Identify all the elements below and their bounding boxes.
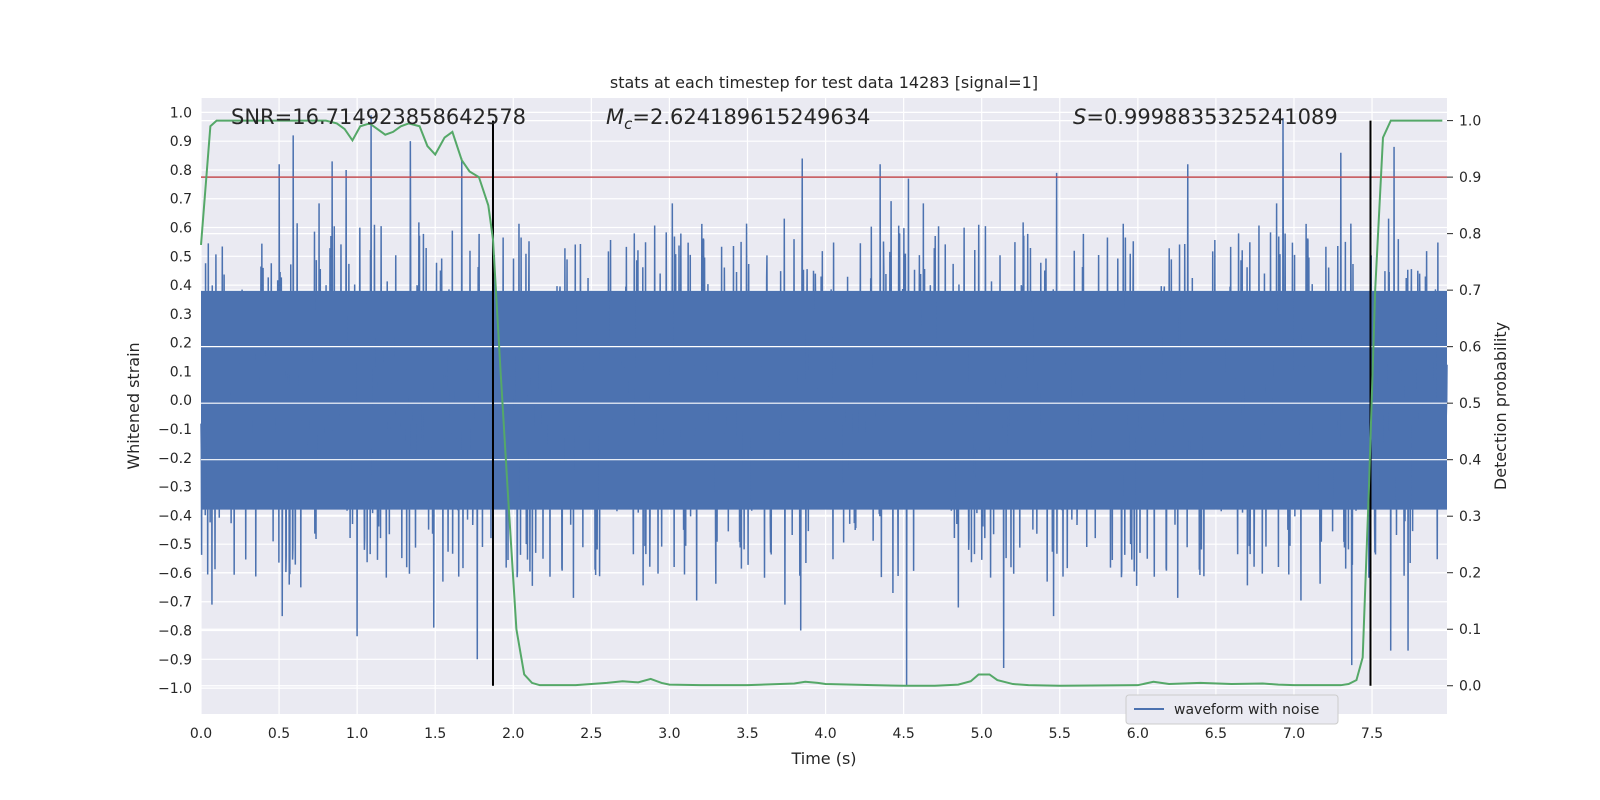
y-left-tick-label: 0.9 xyxy=(170,134,192,150)
x-tick-label: 6.0 xyxy=(1127,726,1149,742)
y-left-tick-label: 0.6 xyxy=(170,221,192,237)
x-tick-label: 3.0 xyxy=(658,726,680,742)
waveform-line xyxy=(200,115,1448,686)
y-right-tick-label: 1.0 xyxy=(1459,114,1481,130)
legend: waveform with noise xyxy=(1125,694,1339,725)
detection-probability-line xyxy=(200,119,1443,687)
s-annotation: S=0.9998835325241089 xyxy=(1073,105,1338,129)
y-axis-right-label: Detection probability xyxy=(1491,322,1510,490)
x-tick-label: 1.5 xyxy=(424,726,446,742)
y-left-tick-label: −0.7 xyxy=(158,595,192,611)
y-right-tick-label: 0.9 xyxy=(1459,170,1481,186)
y-right-tick-label: 0.6 xyxy=(1459,340,1481,356)
y-right-tick-label: 0.3 xyxy=(1459,509,1481,525)
x-tick-label: 4.0 xyxy=(814,726,836,742)
y-axis-right-ticks: 1.0 0.9 0.8 0.7 0.6 0.5 0.4 0.3 0.2 0.1 0.0 xyxy=(1447,114,1481,695)
y-left-tick-label: 0.4 xyxy=(170,278,192,294)
y-axis-left-label: Whitened strain xyxy=(124,342,143,469)
y-left-tick-label: −0.5 xyxy=(158,537,192,553)
x-axis-label: Time (s) xyxy=(790,749,856,768)
y-left-tick-label: 0.7 xyxy=(170,192,192,208)
y-axis-left-ticks: 1.0 0.9 0.8 0.7 0.6 0.5 0.4 0.3 0.2 0.1 0.0 −0.1 −0.… xyxy=(158,105,192,697)
s-symbol: S xyxy=(1073,105,1086,129)
x-tick-label: 6.5 xyxy=(1205,726,1227,742)
overlays xyxy=(200,119,1447,687)
x-tick-label: 1.0 xyxy=(346,726,368,742)
x-tick-label: 2.0 xyxy=(502,726,524,742)
x-tick-label: 5.0 xyxy=(971,726,993,742)
x-tick-label: 0.0 xyxy=(190,726,212,742)
y-left-tick-label: −0.6 xyxy=(158,566,192,582)
x-tick-label: 7.5 xyxy=(1361,726,1383,742)
y-left-tick-label: −1.0 xyxy=(158,681,192,697)
x-tick-label: 7.0 xyxy=(1283,726,1305,742)
y-right-tick-label: 0.1 xyxy=(1459,622,1481,638)
legend-box xyxy=(1125,694,1339,725)
y-right-tick-label: 0.2 xyxy=(1459,566,1481,582)
y-left-tick-label: −0.9 xyxy=(158,652,192,668)
y-right-tick-label: 0.8 xyxy=(1459,227,1481,243)
y-left-tick-label: 0.8 xyxy=(170,163,192,179)
legend-waveform-label: waveform with noise xyxy=(1174,702,1319,718)
chart-title: stats at each timestep for test data 142… xyxy=(610,73,1038,92)
x-tick-label: 0.5 xyxy=(268,726,290,742)
y-left-tick-label: −0.4 xyxy=(158,508,192,524)
y-left-tick-label: −0.1 xyxy=(158,422,192,438)
mc-symbol: M xyxy=(606,105,624,129)
y-right-tick-label: 0.7 xyxy=(1459,283,1481,299)
waveform-series xyxy=(200,115,1448,686)
y-right-tick-label: 0.5 xyxy=(1459,396,1481,412)
x-tick-label: 5.5 xyxy=(1049,726,1071,742)
y-left-tick-label: 0.5 xyxy=(170,249,192,265)
y-right-tick-label: 0.0 xyxy=(1459,679,1481,695)
snr-annotation: SNR=16.714923858642578 xyxy=(231,105,526,129)
y-left-tick-label: 1.0 xyxy=(170,105,192,121)
y-left-tick-label: 0.1 xyxy=(170,364,192,380)
mc-value: =2.624189615249634 xyxy=(632,105,870,129)
y-left-tick-label: 0.0 xyxy=(170,393,192,409)
y-left-tick-label: 0.3 xyxy=(170,307,192,323)
mc-subscript: c xyxy=(624,115,633,133)
y-left-tick-label: −0.3 xyxy=(158,480,192,496)
x-axis-ticks: 0.0 0.5 1.0 1.5 2.0 2.5 3.0 3.5 4.0 4.5 5.0 5.5 6.0 6… xyxy=(190,726,1383,742)
y-right-tick-label: 0.4 xyxy=(1459,453,1481,469)
x-tick-label: 3.5 xyxy=(736,726,758,742)
y-left-tick-label: 0.2 xyxy=(170,336,192,352)
s-value: =0.9998835325241089 xyxy=(1086,105,1337,129)
y-left-tick-label: −0.8 xyxy=(158,624,192,640)
y-left-tick-label: −0.2 xyxy=(158,451,192,467)
mc-annotation: Mc=2.624189615249634 xyxy=(606,105,870,133)
x-tick-label: 2.5 xyxy=(580,726,602,742)
x-tick-label: 4.5 xyxy=(892,726,914,742)
